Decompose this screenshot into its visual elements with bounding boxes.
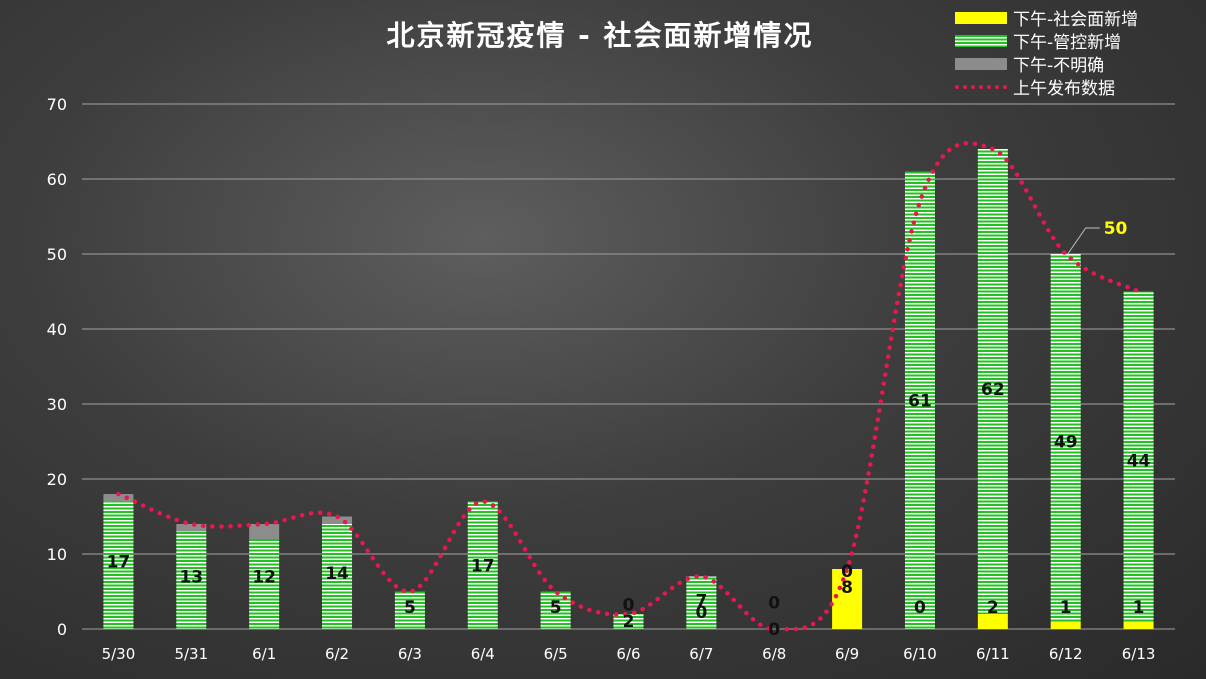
bar-control <box>249 539 280 629</box>
y-tick-label: 40 <box>47 320 67 339</box>
y-tick-label: 70 <box>47 95 67 114</box>
bar-value-label: 17 <box>107 553 131 573</box>
x-tick-label: 6/1 <box>252 645 276 663</box>
bar-value-label: 61 <box>908 391 932 411</box>
bar-social <box>1050 621 1081 629</box>
bar-value-label: 2 <box>623 612 635 632</box>
bar-value-label: 0 <box>768 620 780 640</box>
bar-control <box>686 576 717 629</box>
bar-value-label: 62 <box>981 380 1005 400</box>
bar-value-label: 44 <box>1127 451 1151 471</box>
x-tick-label: 6/4 <box>471 645 495 663</box>
legend-label-unknown: 下午-不明确 <box>1013 56 1105 76</box>
y-tick-label: 20 <box>47 470 67 489</box>
x-tick-label: 6/11 <box>976 645 1010 663</box>
x-tick-label: 6/2 <box>325 645 349 663</box>
bar-value-label: 0 <box>914 598 926 618</box>
bar-value-label: 12 <box>252 568 276 588</box>
bar-value-label: 0 <box>623 596 635 616</box>
x-tick-label: 6/9 <box>835 645 859 663</box>
bar-value-label: 0 <box>841 562 853 582</box>
bar-control <box>394 591 425 629</box>
bar-control <box>103 501 134 629</box>
bar-value-label: 5 <box>550 598 562 618</box>
bar-value-label: 8 <box>841 578 853 598</box>
x-tick-label: 6/12 <box>1049 645 1083 663</box>
bar-control <box>977 149 1008 614</box>
bar-control <box>322 524 353 629</box>
legend-label-morning: 上午发布数据 <box>1013 79 1115 99</box>
callout-leader <box>1067 227 1100 255</box>
x-tick-label: 6/5 <box>544 645 568 663</box>
x-tick-label: 6/13 <box>1122 645 1156 663</box>
legend-swatch-unknown <box>955 57 1007 70</box>
y-tick-label: 30 <box>47 395 67 414</box>
legend-label-control: 下午-管控新增 <box>1013 33 1122 53</box>
bar-unknown <box>322 516 353 524</box>
bar-control <box>613 614 644 629</box>
x-tick-label: 5/30 <box>102 645 136 663</box>
y-tick-label: 0 <box>57 620 67 639</box>
x-tick-label: 6/7 <box>689 645 713 663</box>
legend-item-morning: 上午发布数据 <box>955 75 1138 99</box>
legend-swatch-control <box>955 34 1007 47</box>
x-tick-label: 6/8 <box>762 645 786 663</box>
bar-value-label: 1 <box>1060 598 1072 618</box>
bar-value-label: 0 <box>695 603 707 623</box>
bar-value-label: 2 <box>987 598 999 618</box>
bar-value-label: 17 <box>471 556 495 576</box>
bar-control <box>904 171 935 629</box>
bar-value-label: 14 <box>325 564 349 584</box>
legend-label-social: 下午-社会面新增 <box>1013 10 1139 30</box>
bar-control <box>467 501 498 629</box>
bar-value-label: 49 <box>1054 433 1078 453</box>
legend-item-unknown: 下午-不明确 <box>955 52 1138 76</box>
legend-item-control: 下午-管控新增 <box>955 29 1138 53</box>
bar-value-label: 7 <box>695 592 707 612</box>
x-tick-label: 6/10 <box>903 645 937 663</box>
bar-social <box>1123 621 1154 629</box>
bar-social <box>832 569 863 629</box>
chart-title: 北京新冠疫情 - 社会面新增情况 <box>386 19 814 52</box>
bar-value-label: 0 <box>768 594 780 614</box>
bar-control <box>1050 254 1081 622</box>
x-tick-label: 6/3 <box>398 645 422 663</box>
y-tick-label: 60 <box>47 170 67 189</box>
legend-swatch-social <box>955 11 1007 24</box>
callout-label: 50 <box>1104 219 1128 239</box>
bar-value-label: 13 <box>179 568 203 588</box>
bar-unknown <box>103 494 134 502</box>
y-tick-label: 10 <box>47 545 67 564</box>
bar-social <box>977 614 1008 629</box>
x-tick-label: 6/6 <box>616 645 640 663</box>
bar-control <box>1123 291 1154 622</box>
bar-unknown <box>176 524 207 532</box>
line-morning <box>116 140 1141 632</box>
legend-item-social: 下午-社会面新增 <box>955 6 1139 30</box>
bar-value-label: 5 <box>404 598 416 618</box>
bar-control <box>176 531 207 629</box>
x-tick-label: 5/31 <box>174 645 208 663</box>
bar-value-label: 1 <box>1133 598 1145 618</box>
legend-swatch-morning <box>955 84 1007 89</box>
y-tick-label: 50 <box>47 245 67 264</box>
bar-unknown <box>249 524 280 539</box>
legend: 下午-社会面新增 下午-管控新增 下午-不明确 上午发布数据 <box>955 6 1139 99</box>
